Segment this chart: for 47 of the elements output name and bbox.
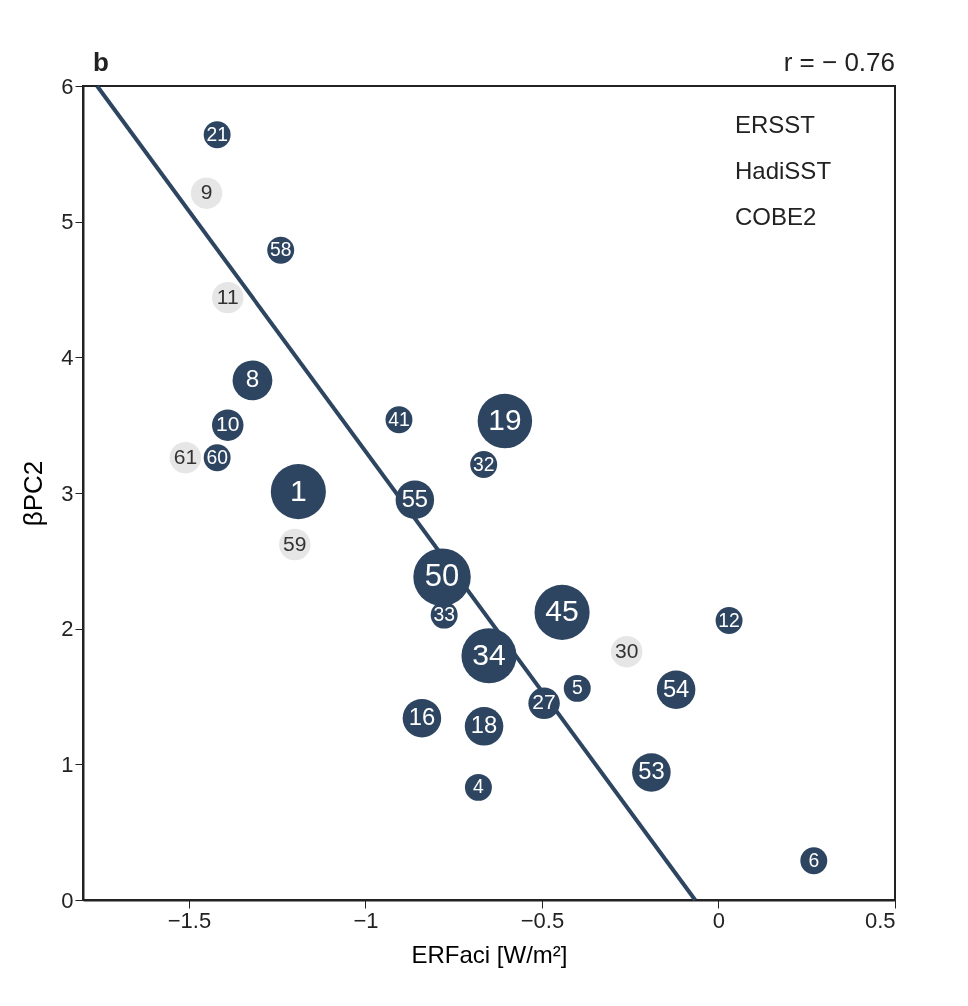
annotation: 10 [216,412,240,436]
y-tick-label: 5 [61,209,74,235]
annotation: 32 [472,453,495,475]
annotation: 1 [289,473,307,507]
y-tick-label: 1 [61,751,74,777]
x-tick-label: −1.5 [167,907,212,933]
annotation: 5 [571,677,583,699]
x-tick-label: −1 [353,907,379,933]
annotation: 54 [662,674,690,702]
annotation: 12 [718,609,740,631]
y-tick-label: 0 [61,887,74,913]
annotation: 61 [173,444,198,468]
x-tick-label: −0.5 [520,907,565,933]
annotation: 11 [216,284,239,308]
annotation: 16 [408,703,436,731]
y-axis-title: βPC2 [18,460,49,527]
x-tick-label: 0.5 [864,907,896,933]
annotation: 41 [388,408,410,430]
annotation: ERSST [735,111,816,138]
annotation: 58 [269,239,292,261]
annotation: 55 [401,484,429,512]
text: r = − 0.76 [783,47,895,77]
annotation: 60 [206,446,228,468]
annotation: 30 [614,638,639,662]
annotation: 53 [638,757,665,785]
annotation: 18 [470,711,498,739]
annotation: HadiSST [735,157,832,184]
y-tick-label: 3 [61,480,74,506]
y-tick-label: 6 [61,73,74,99]
annotation: 9 [200,180,213,204]
x-axis-title: ERFaci [W/m²] [411,940,568,968]
annotation: 19 [488,403,522,437]
annotation: 45 [545,594,579,628]
annotation: 34 [472,637,506,671]
annotation: 4 [473,776,485,798]
y-tick-label: 4 [61,344,74,370]
chart-title: b [93,47,109,77]
annotation: 59 [283,531,307,555]
x-tick-label: 0 [712,907,726,933]
annotation: 33 [433,604,455,626]
annotation: COBE2 [735,203,817,230]
y-tick-label: 2 [61,616,74,642]
annotation: 8 [245,365,260,393]
annotation: 50 [424,558,460,594]
annotation: 21 [206,123,228,145]
annotation: 27 [532,690,556,714]
annotation: 6 [808,849,820,871]
